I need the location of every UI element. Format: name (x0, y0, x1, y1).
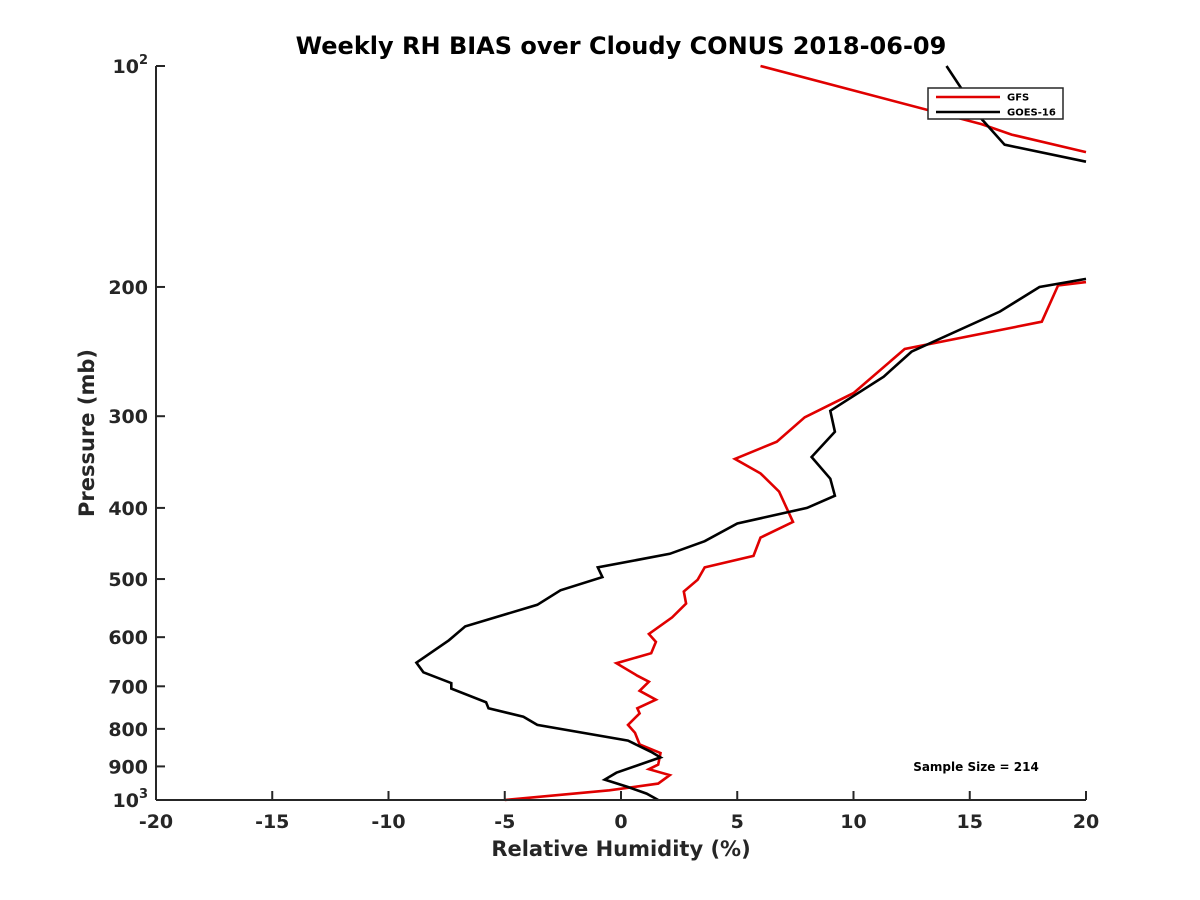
x-tick-label: 20 (1073, 811, 1099, 833)
x-tick-label: -15 (255, 811, 289, 833)
y-ticks: 102 200 300 400 500 600 700 800 900 103 (108, 53, 165, 812)
y-tick-label: 800 (108, 719, 148, 741)
y-axis-label: Pressure (mb) (75, 349, 99, 517)
y-tick-label: 400 (108, 498, 148, 520)
y-tick-label: 900 (108, 756, 148, 778)
legend: GFS GOES-16 (927, 87, 1064, 120)
sample-size-annotation: Sample Size = 214 (913, 760, 1039, 774)
series-layer (414, 64, 1087, 802)
y-tick-label: 200 (108, 277, 148, 299)
x-tick-label: 5 (731, 811, 744, 833)
x-tick-label: 15 (957, 811, 983, 833)
x-tick-label: 10 (840, 811, 866, 833)
y-tick-label: 600 (108, 627, 148, 649)
y-tick-label: 300 (108, 406, 148, 428)
x-tick-label: -20 (139, 811, 173, 833)
series-line-gfs (504, 64, 1087, 802)
legend-label-goes-16: GOES-16 (1007, 108, 1056, 119)
legend-box (927, 87, 1064, 120)
series-line-goes-16 (414, 65, 1087, 802)
y-tick-label: 103 (113, 787, 149, 812)
x-tick-label: 0 (614, 811, 627, 833)
x-axis-label: Relative Humidity (%) (491, 837, 750, 861)
x-ticks: -20 -15 -10 -5 0 5 10 15 20 (139, 791, 1099, 833)
x-tick-label: -10 (371, 811, 405, 833)
chart-title: Weekly RH BIAS over Cloudy CONUS 2018-06… (296, 32, 947, 60)
y-tick-label: 500 (108, 569, 148, 591)
y-tick-label: 102 (113, 53, 149, 78)
y-tick-label: 700 (108, 676, 148, 698)
legend-label-gfs: GFS (1007, 93, 1029, 104)
x-tick-label: -5 (494, 811, 515, 833)
